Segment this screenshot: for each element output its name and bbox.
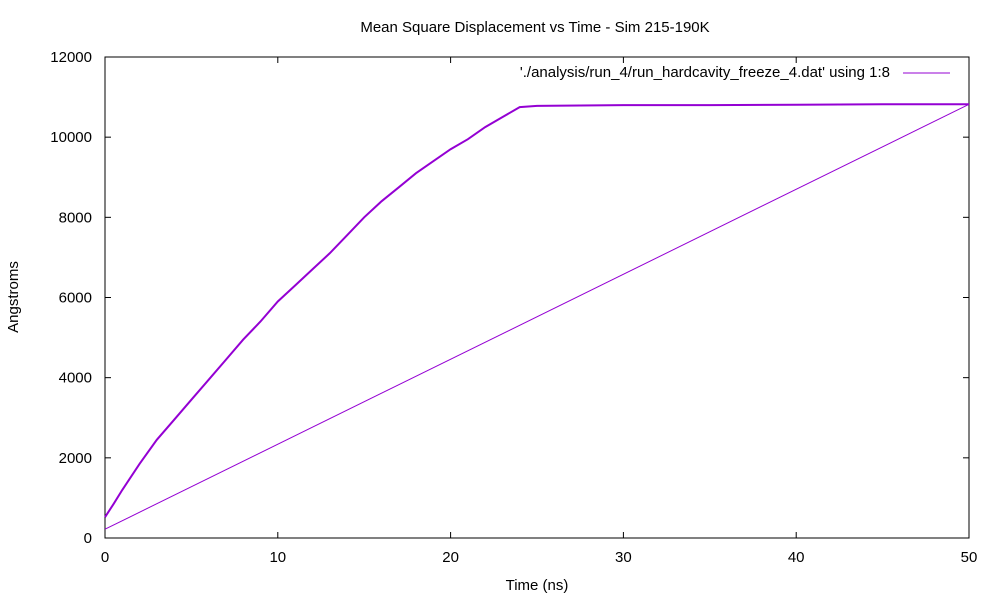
y-tick-label: 2000 [59,450,92,467]
y-axis-ticks: 0 2000 4000 6000 8000 10000 12000 [50,49,969,547]
x-tick-label: 50 [961,549,978,566]
y-axis-label: Angstroms [5,261,22,333]
x-axis-label: Time (ns) [506,577,569,594]
y-tick-label: 10000 [50,129,92,146]
legend-entry-label: './analysis/run_4/run_hardcavity_freeze_… [520,64,890,81]
msd-series-line [104,103,969,518]
linear-reference-line [104,103,970,530]
y-tick-label: 8000 [59,209,92,226]
x-axis-ticks: 0 10 20 30 40 50 [101,57,978,566]
y-tick-label: 12000 [50,49,92,66]
legend: './analysis/run_4/run_hardcavity_freeze_… [520,64,950,81]
x-tick-label: 10 [269,549,286,566]
series-layer [104,103,970,530]
x-tick-label: 20 [442,549,459,566]
y-tick-label: 4000 [59,370,92,387]
x-tick-label: 0 [101,549,109,566]
y-tick-label: 6000 [59,290,92,307]
chart-title: Mean Square Displacement vs Time - Sim 2… [360,19,709,36]
y-tick-label: 0 [84,530,92,547]
x-tick-label: 40 [788,549,805,566]
x-tick-label: 30 [615,549,632,566]
